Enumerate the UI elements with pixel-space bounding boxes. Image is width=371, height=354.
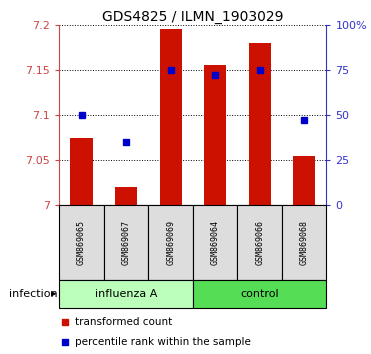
Text: GSM869068: GSM869068: [300, 220, 309, 265]
Bar: [104, 205, 148, 280]
Text: influenza A: influenza A: [95, 289, 157, 299]
Text: GSM869064: GSM869064: [211, 220, 220, 265]
Bar: [148, 205, 193, 280]
Bar: [59, 280, 193, 308]
Title: GDS4825 / ILMN_1903029: GDS4825 / ILMN_1903029: [102, 10, 284, 24]
Text: GSM869066: GSM869066: [255, 220, 264, 265]
Bar: [293, 156, 315, 205]
Bar: [193, 205, 237, 280]
Text: transformed count: transformed count: [75, 318, 173, 327]
Text: control: control: [240, 289, 279, 299]
Bar: [70, 138, 93, 205]
Text: percentile rank within the sample: percentile rank within the sample: [75, 337, 251, 347]
Bar: [204, 65, 226, 205]
Bar: [282, 205, 326, 280]
Bar: [160, 29, 182, 205]
Bar: [249, 43, 271, 205]
Bar: [59, 205, 104, 280]
Bar: [115, 187, 137, 205]
Bar: [237, 205, 282, 280]
Text: GSM869065: GSM869065: [77, 220, 86, 265]
Text: GSM869067: GSM869067: [122, 220, 131, 265]
Bar: [193, 280, 326, 308]
Text: GSM869069: GSM869069: [166, 220, 175, 265]
Text: infection: infection: [9, 289, 57, 299]
